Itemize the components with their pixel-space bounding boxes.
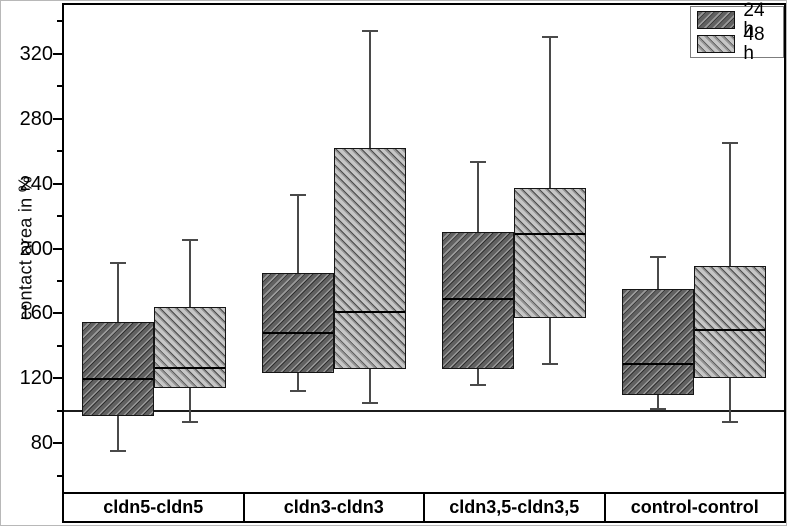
- y-major-tick: [53, 247, 62, 250]
- whisker-upper-48h-cldn5-cldn5: [189, 240, 191, 307]
- median-line-48h-cldn3-cldn3: [335, 311, 405, 314]
- whisker-cap-high-24h-cldn3-5-cldn3-5: [470, 161, 486, 164]
- y-minor-tick: [57, 20, 62, 23]
- box-24h-cldn3-5-cldn3-5: [442, 232, 514, 369]
- whisker-upper-24h-cldn3-5-cldn3-5: [477, 162, 479, 233]
- whisker-lower-48h-control-control: [729, 378, 731, 423]
- plot-area: [62, 3, 786, 494]
- median-line-24h-cldn3-cldn3: [263, 332, 333, 335]
- whisker-upper-24h-cldn5-cldn5: [117, 263, 119, 322]
- whisker-lower-24h-cldn3-cldn3: [297, 373, 299, 392]
- whisker-upper-48h-control-control: [729, 142, 731, 267]
- whisker-lower-24h-control-control: [657, 394, 659, 410]
- box-24h-control-control: [622, 289, 694, 395]
- whisker-cap-low-24h-cldn5-cldn5: [110, 450, 126, 453]
- whisker-cap-low-48h-cldn3-cldn3: [362, 401, 378, 404]
- y-tick-label: 280: [19, 107, 53, 130]
- whisker-cap-low-24h-cldn3-cldn3: [290, 390, 306, 393]
- y-minor-tick: [57, 215, 62, 218]
- median-line-24h-control-control: [623, 363, 693, 366]
- median-line-24h-cldn5-cldn5: [83, 377, 153, 380]
- y-minor-tick: [57, 279, 62, 282]
- whisker-cap-low-48h-cldn3-5-cldn3-5: [542, 362, 558, 365]
- y-minor-tick: [57, 85, 62, 88]
- whisker-cap-low-48h-control-control: [722, 421, 738, 424]
- y-tick-label: 240: [19, 172, 53, 195]
- whisker-upper-48h-cldn3-cldn3: [369, 30, 371, 148]
- median-line-48h-cldn5-cldn5: [155, 366, 225, 369]
- whisker-lower-48h-cldn3-cldn3: [369, 368, 371, 403]
- whisker-lower-48h-cldn5-cldn5: [189, 388, 191, 423]
- median-line-24h-cldn3-5-cldn3-5: [443, 298, 513, 301]
- whisker-cap-low-24h-control-control: [650, 408, 666, 411]
- median-line-48h-cldn3-5-cldn3-5: [515, 233, 585, 236]
- y-major-tick: [53, 442, 62, 445]
- legend-label-48h: 48 h: [743, 24, 765, 64]
- category-label-cldn3-cldn3: cldn3-cldn3: [242, 494, 424, 521]
- legend-swatch-48h-icon: [697, 35, 736, 53]
- legend-swatch-24h-icon: [697, 11, 736, 29]
- whisker-lower-24h-cldn3-5-cldn3-5: [477, 368, 479, 385]
- legend: 24 h 48 h: [690, 1, 784, 63]
- category-label-cldn3-5-cldn3-5: cldn3,5-cldn3,5: [423, 494, 604, 521]
- box-24h-cldn5-cldn5: [82, 321, 154, 416]
- y-minor-tick: [57, 150, 62, 153]
- legend-item-24h: 24 h: [697, 1, 777, 39]
- whisker-lower-48h-cldn3-5-cldn3-5: [549, 318, 551, 364]
- y-tick-label: 200: [19, 237, 53, 260]
- y-tick-label: 120: [19, 367, 53, 390]
- y-minor-tick: [57, 474, 62, 477]
- reference-line-100: [64, 409, 784, 412]
- y-tick-label: 320: [19, 42, 53, 65]
- whisker-lower-24h-cldn5-cldn5: [117, 415, 119, 452]
- whisker-cap-high-24h-cldn5-cldn5: [110, 262, 126, 265]
- legend-label-24h: 24 h: [743, 0, 765, 40]
- y-minor-tick: [57, 344, 62, 347]
- whisker-cap-high-48h-cldn3-5-cldn3-5: [542, 36, 558, 39]
- legend-item-48h: 48 h: [697, 25, 777, 63]
- category-axis-row: cldn5-cldn5 cldn3-cldn3 cldn3,5-cldn3,5 …: [62, 492, 786, 523]
- box-48h-cldn5-cldn5: [154, 306, 226, 389]
- box-48h-control-control: [694, 266, 766, 379]
- y-tick-label: 80: [30, 432, 53, 455]
- y-major-tick: [53, 312, 62, 315]
- y-major-tick: [53, 52, 62, 55]
- category-label-control-control: control-control: [603, 494, 785, 521]
- whisker-cap-low-24h-cldn3-5-cldn3-5: [470, 383, 486, 386]
- whisker-upper-24h-control-control: [657, 256, 659, 290]
- median-line-48h-control-control: [695, 329, 765, 332]
- whisker-cap-high-24h-control-control: [650, 255, 666, 258]
- whisker-upper-48h-cldn3-5-cldn3-5: [549, 37, 551, 189]
- whisker-cap-high-24h-cldn3-cldn3: [290, 193, 306, 196]
- y-tick-label: 160: [19, 302, 53, 325]
- y-minor-tick: [57, 409, 62, 412]
- box-24h-cldn3-cldn3: [262, 272, 334, 374]
- box-48h-cldn3-5-cldn3-5: [514, 188, 586, 319]
- whisker-cap-high-48h-cldn5-cldn5: [182, 239, 198, 242]
- y-major-tick: [53, 182, 62, 185]
- category-label-cldn5-cldn5: cldn5-cldn5: [103, 497, 204, 517]
- y-major-tick: [53, 377, 62, 380]
- whisker-cap-high-48h-control-control: [722, 141, 738, 144]
- whisker-cap-high-48h-cldn3-cldn3: [362, 29, 378, 32]
- whisker-cap-low-48h-cldn5-cldn5: [182, 421, 198, 424]
- whisker-upper-24h-cldn3-cldn3: [297, 194, 299, 273]
- y-major-tick: [53, 117, 62, 120]
- box-48h-cldn3-cldn3: [334, 147, 406, 369]
